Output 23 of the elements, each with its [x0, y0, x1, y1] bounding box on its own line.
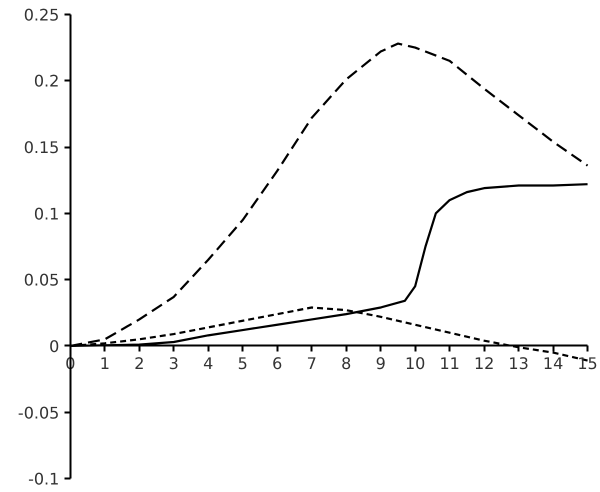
x-tick-label: 14	[542, 354, 564, 373]
x-tick-label: 13	[508, 354, 529, 373]
x-tick-label: 12	[474, 354, 494, 373]
x-tick-label: 9	[376, 354, 386, 373]
x-tick-label: 10	[404, 354, 426, 373]
y-tick-label: 0.2	[34, 72, 60, 91]
x-tick-label: 3	[168, 354, 179, 373]
y-tick-label: 0.25	[24, 5, 60, 24]
x-tick-label: 4	[203, 354, 214, 373]
x-tick-label: 6	[272, 354, 282, 373]
x-tick-label: 15	[577, 354, 598, 373]
y-tick-label: -0.05	[18, 403, 60, 422]
y-tick-label: 0.05	[24, 270, 60, 290]
y-tick-label: 0.1	[34, 204, 60, 224]
y-tick-label: -0.1	[28, 470, 60, 489]
x-tick-label: 2	[134, 354, 144, 373]
x-tick-label: 7	[306, 354, 317, 373]
x-tick-label: 5	[238, 354, 248, 373]
x-tick-label: 1	[100, 354, 110, 373]
x-tick-label: 8	[341, 354, 352, 373]
x-tick-label: 11	[439, 354, 460, 373]
y-tick-label: 0	[49, 336, 60, 356]
y-tick-label: 0.15	[24, 138, 60, 158]
